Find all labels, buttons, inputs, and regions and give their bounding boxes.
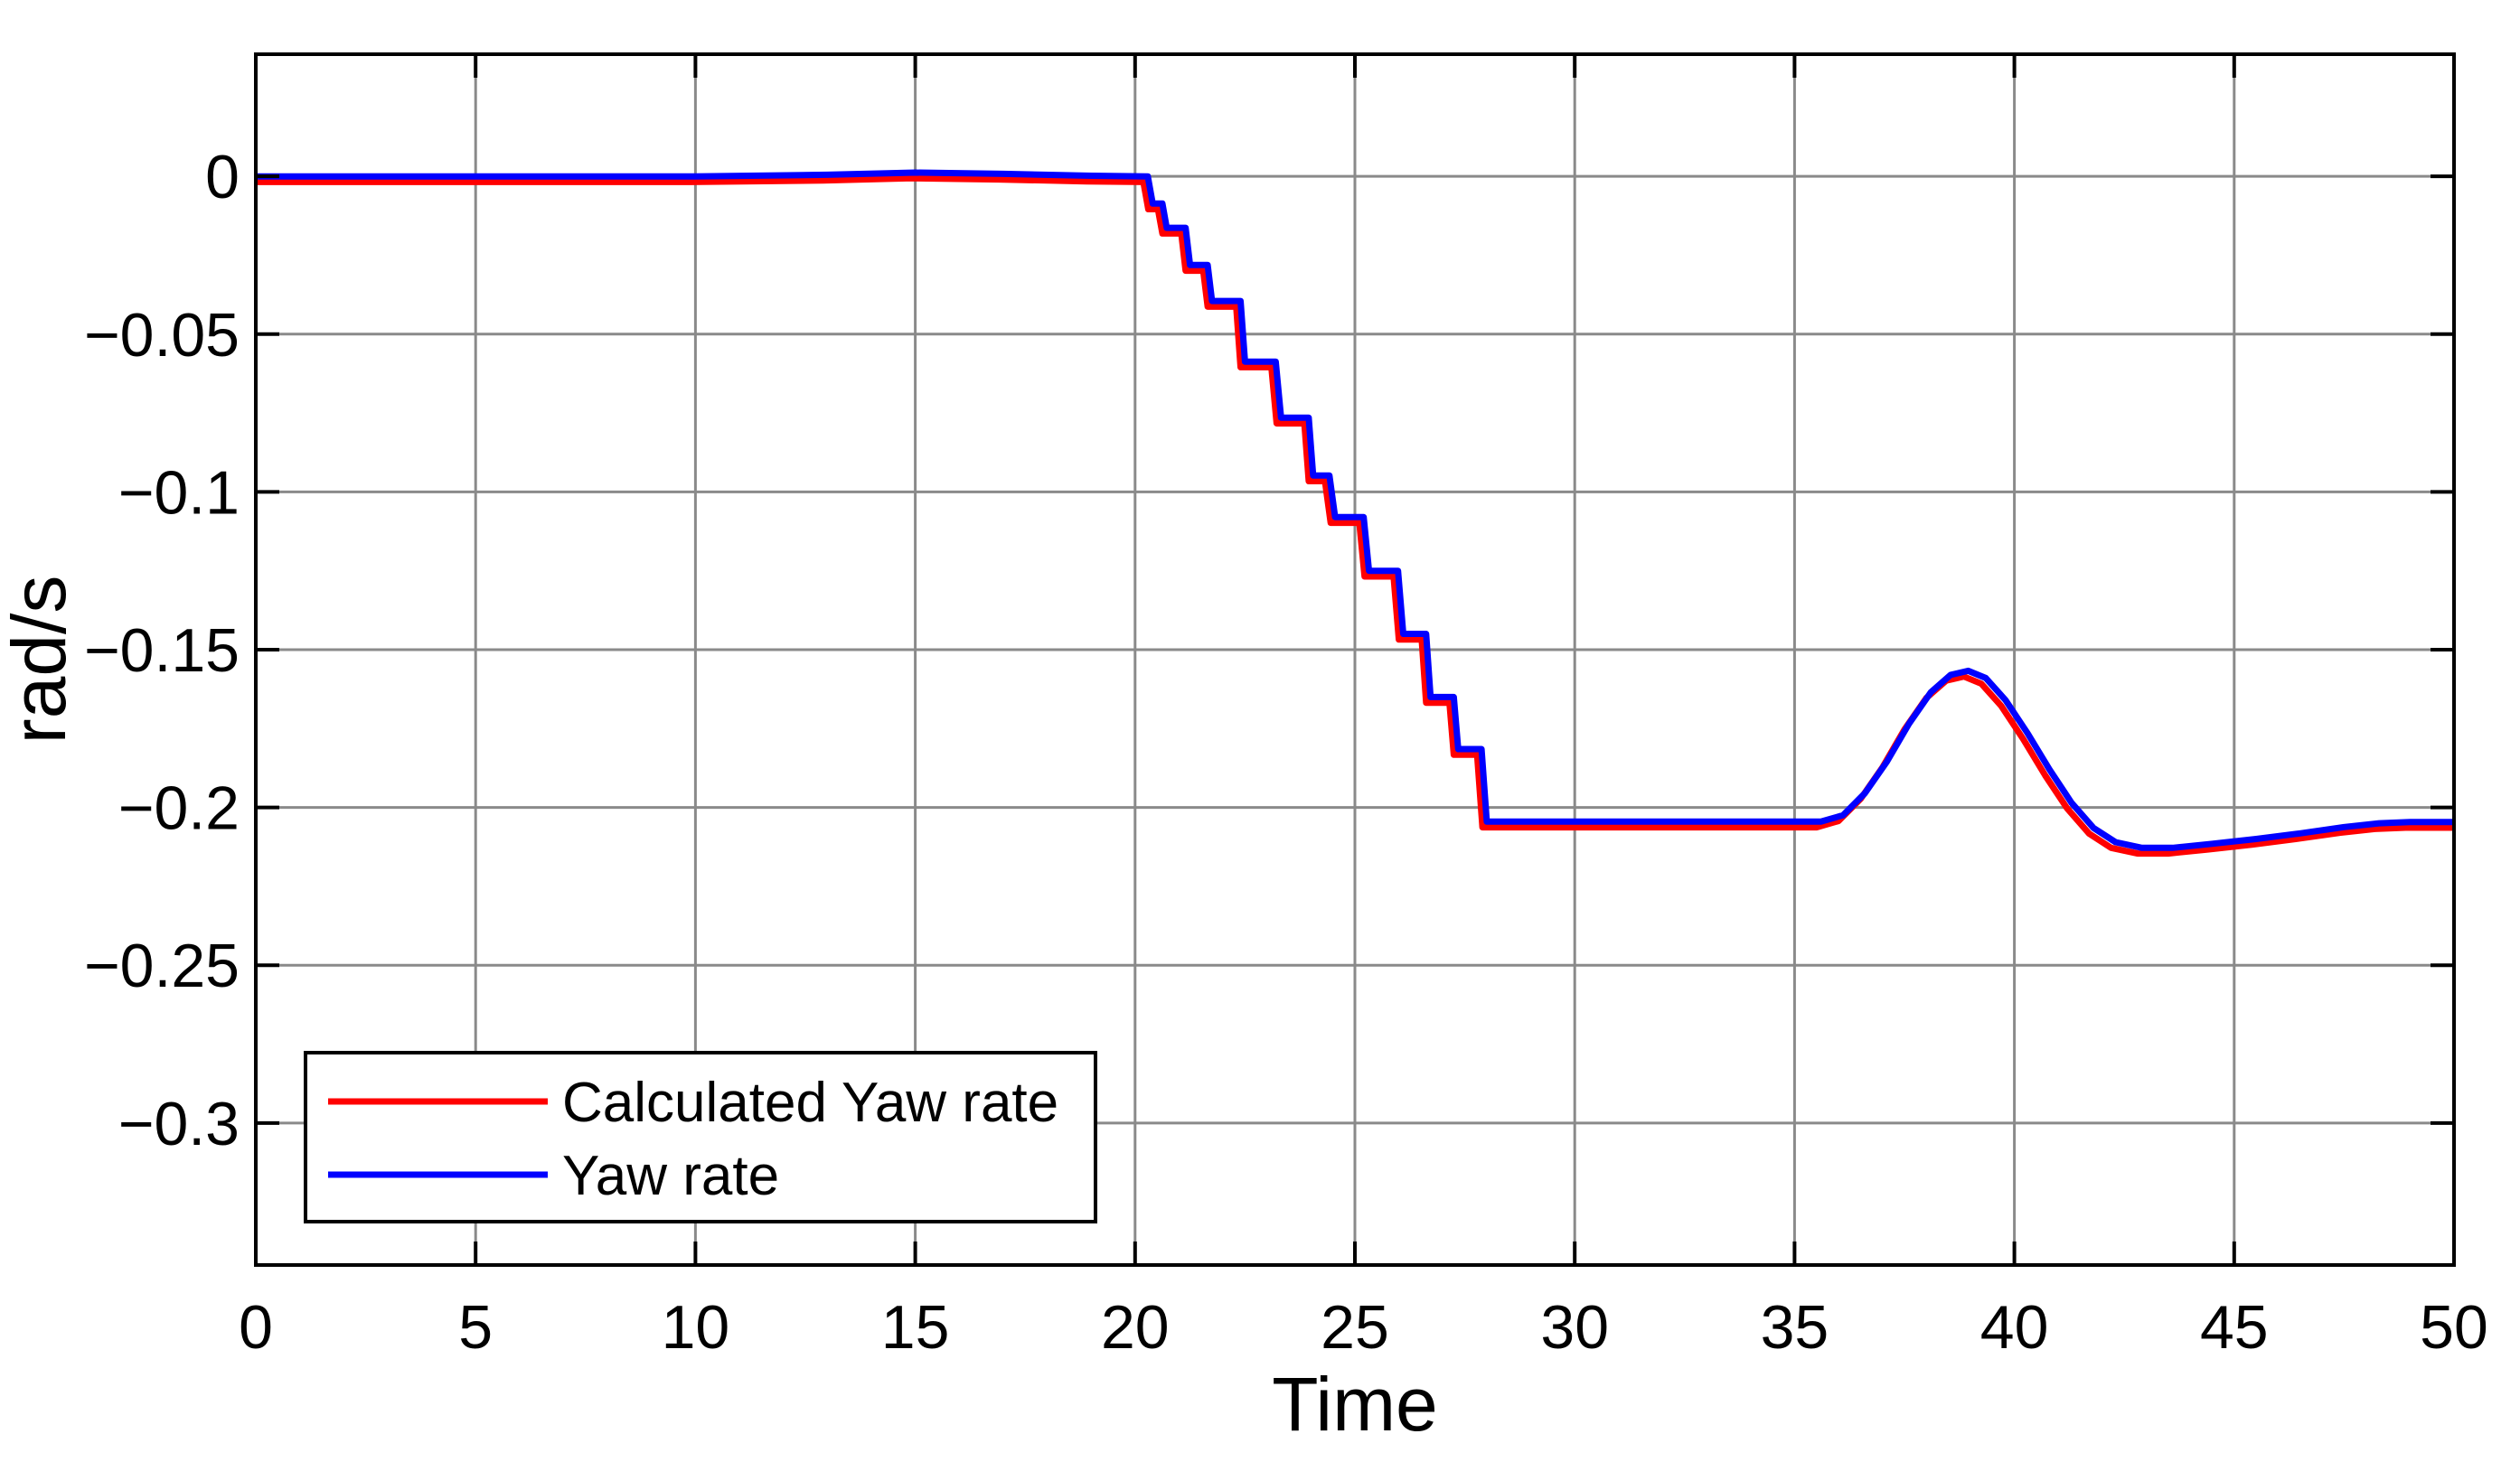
legend-label-yaw-rate: Yaw rate — [562, 1145, 779, 1207]
x-tick-label: 40 — [1980, 1293, 2049, 1362]
series-calculated-yaw-rate — [256, 174, 2454, 858]
y-tick-label: −0.2 — [118, 774, 240, 843]
x-tick-label: 30 — [1540, 1293, 1609, 1362]
x-tick-label: 50 — [2420, 1293, 2488, 1362]
grid-layer — [256, 54, 2454, 1265]
x-tick-label: 15 — [881, 1293, 950, 1362]
y-tick-label: −0.05 — [84, 301, 240, 370]
y-tick-label: −0.15 — [84, 616, 240, 685]
tick-layer — [254, 54, 2456, 1265]
x-axis-label: Time — [1272, 1362, 1438, 1447]
series-layer — [256, 169, 2454, 858]
x-tick-label: 0 — [239, 1293, 273, 1362]
tick-label-layer: 0 5 10 15 20 25 30 35 40 45 50 0 −0.05 −0.1 −0.15 −0.2 −… — [84, 143, 2488, 1362]
y-tick-label: 0 — [205, 143, 240, 211]
y-tick-label: −0.3 — [118, 1090, 240, 1158]
legend-label-calculated-yaw-rate: Calculated Yaw rate — [562, 1072, 1058, 1134]
legend-box — [304, 1051, 1097, 1223]
y-tick-label: −0.25 — [84, 932, 240, 1000]
x-tick-label: 25 — [1321, 1293, 1389, 1362]
y-tick-label: −0.1 — [118, 458, 240, 527]
x-tick-label: 45 — [2200, 1293, 2269, 1362]
series-yaw-rate — [256, 169, 2454, 851]
x-tick-label: 35 — [1761, 1293, 1829, 1362]
x-tick-label: 5 — [458, 1293, 493, 1362]
x-tick-label: 20 — [1101, 1293, 1170, 1362]
legend: Calculated Yaw rate Yaw rate — [304, 1051, 1097, 1223]
y-axis-label: rad/s — [0, 576, 81, 745]
x-tick-label: 10 — [662, 1293, 730, 1362]
